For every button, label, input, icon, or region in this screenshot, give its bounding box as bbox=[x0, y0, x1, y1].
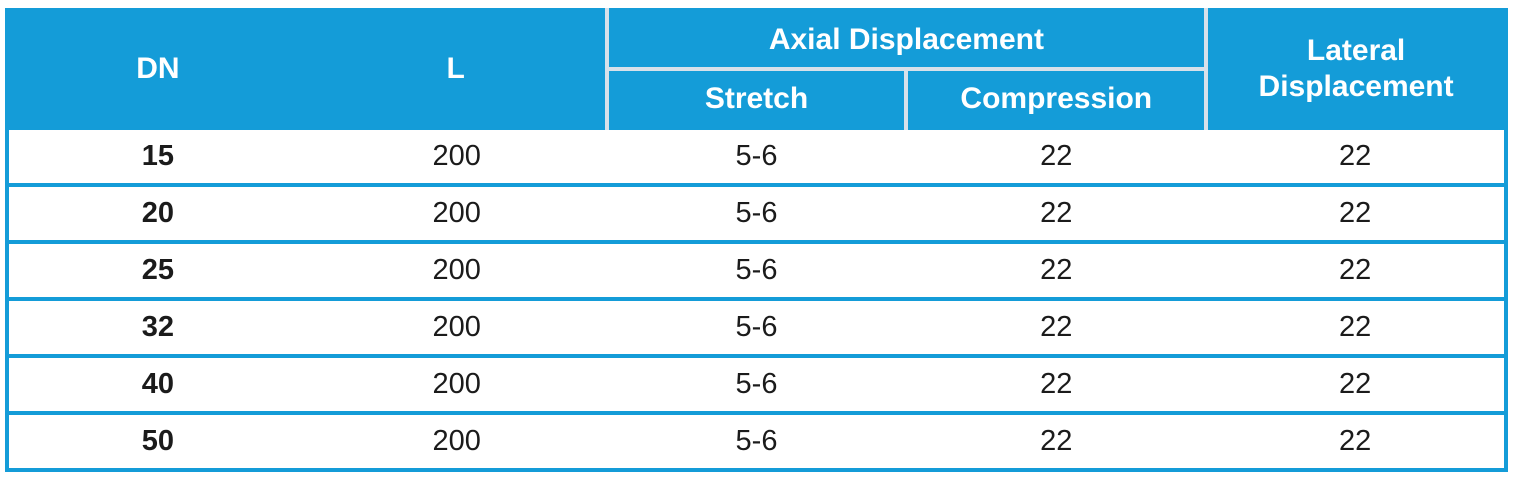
cell-stretch: 5-6 bbox=[606, 126, 907, 185]
cell-compression: 22 bbox=[906, 411, 1207, 470]
cell-dn: 15 bbox=[7, 126, 307, 185]
table-header: DN L Axial Displacement Lateral Displace… bbox=[7, 10, 1506, 128]
table-row: 25 200 5-6 22 22 bbox=[7, 240, 1506, 299]
cell-l: 200 bbox=[306, 240, 607, 299]
cell-lateral: 22 bbox=[1206, 183, 1506, 242]
header-row-sub: Stretch Compression bbox=[7, 69, 1506, 128]
table-row: 20 200 5-6 22 22 bbox=[7, 183, 1506, 242]
cell-stretch: 5-6 bbox=[606, 183, 907, 242]
header-cell-l: L bbox=[306, 10, 607, 128]
header-cell-stretch: Stretch bbox=[604, 69, 907, 128]
cell-stretch: 5-6 bbox=[606, 354, 907, 413]
cell-compression: 22 bbox=[906, 354, 1207, 413]
cell-dn: 32 bbox=[7, 297, 307, 356]
cell-l: 200 bbox=[306, 354, 607, 413]
cell-lateral: 22 bbox=[1206, 240, 1506, 299]
cell-compression: 22 bbox=[906, 297, 1207, 356]
cell-stretch: 5-6 bbox=[606, 240, 907, 299]
cell-dn: 50 bbox=[7, 411, 307, 470]
cell-l: 200 bbox=[306, 183, 607, 242]
header-cell-lateral-displacement-label: Lateral Displacement bbox=[1258, 34, 1454, 103]
table-body: 15 200 5-6 22 22 20 200 5-6 22 22 25 200… bbox=[7, 126, 1506, 470]
cell-compression: 22 bbox=[906, 126, 1207, 185]
cell-l: 200 bbox=[306, 297, 607, 356]
cell-lateral: 22 bbox=[1206, 297, 1506, 356]
displacement-spec-table: DN L Axial Displacement Lateral Displace… bbox=[5, 8, 1508, 472]
header-row-top: DN L Axial Displacement Lateral Displace… bbox=[7, 10, 1506, 128]
cell-compression: 22 bbox=[906, 240, 1207, 299]
cell-lateral: 22 bbox=[1206, 354, 1506, 413]
cell-stretch: 5-6 bbox=[606, 297, 907, 356]
cell-stretch: 5-6 bbox=[606, 411, 907, 470]
cell-dn: 25 bbox=[7, 240, 307, 299]
table-row: 50 200 5-6 22 22 bbox=[7, 411, 1506, 470]
cell-lateral: 22 bbox=[1206, 411, 1506, 470]
header-cell-dn: DN bbox=[7, 10, 307, 128]
table-row: 15 200 5-6 22 22 bbox=[7, 126, 1506, 185]
cell-l: 200 bbox=[306, 411, 607, 470]
cell-lateral: 22 bbox=[1206, 126, 1506, 185]
cell-l: 200 bbox=[306, 126, 607, 185]
cell-compression: 22 bbox=[906, 183, 1207, 242]
table-row: 40 200 5-6 22 22 bbox=[7, 354, 1506, 413]
cell-dn: 20 bbox=[7, 183, 307, 242]
header-cell-lateral-displacement: Lateral Displacement bbox=[1204, 10, 1506, 128]
cell-dn: 40 bbox=[7, 354, 307, 413]
header-cell-compression: Compression bbox=[904, 69, 1207, 128]
table-row: 32 200 5-6 22 22 bbox=[7, 297, 1506, 356]
header-cell-axial-displacement-group: Axial Displacement bbox=[604, 10, 1207, 71]
